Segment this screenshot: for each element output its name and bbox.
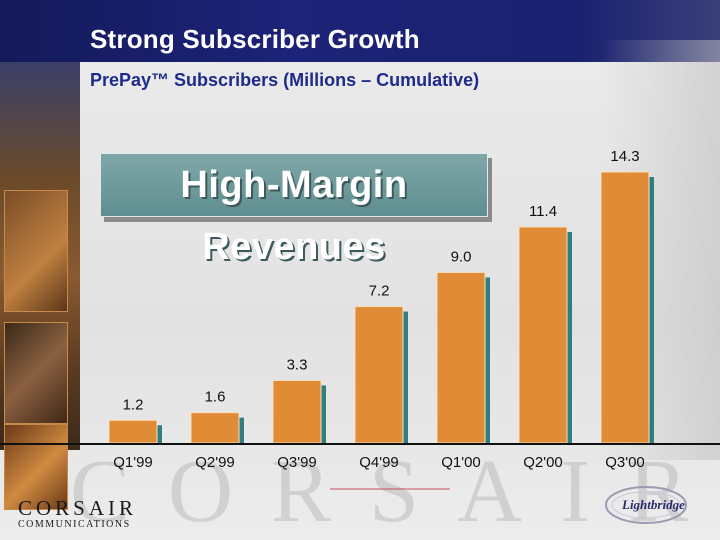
bar: [436, 271, 486, 444]
data-label: 3.3: [287, 356, 308, 373]
lightbridge-logo-text: Lightbridge: [622, 497, 685, 512]
high-margin-callout: High-Margin Revenues: [100, 153, 488, 268]
data-label: 9.0: [451, 248, 472, 265]
bar: [272, 379, 322, 444]
callout-text: High-Margin Revenues: [180, 164, 408, 268]
data-label: 11.4: [529, 203, 557, 220]
corsair-logo-sub: COMMUNICATIONS: [18, 519, 131, 530]
chart-subtitle: PrePay™ Subscribers (Millions – Cumulati…: [90, 70, 480, 90]
bar: [518, 226, 568, 444]
slide-title: Strong Subscriber Growth: [90, 24, 420, 54]
x-tick-label: Q1'99: [113, 454, 153, 471]
data-label: 1.6: [205, 389, 226, 406]
photo-phone-caller: [4, 424, 68, 510]
x-tick-label: Q3'00: [605, 454, 645, 471]
bar: [108, 419, 158, 444]
x-tick-label: Q2'00: [523, 454, 563, 471]
data-label: 1.2: [123, 396, 144, 413]
bar: [354, 306, 404, 444]
data-label: 14.3: [610, 148, 639, 165]
x-tick-label: Q1'00: [441, 454, 481, 471]
bar: [190, 412, 240, 444]
lightbridge-logo-icon: [605, 486, 687, 524]
watermark-logo: CORSAIR: [70, 442, 720, 540]
corsair-logo: CORSAIR COMMUNICATIONS: [18, 496, 137, 530]
x-axis-line: [0, 443, 720, 445]
x-tick-label: Q3'99: [277, 454, 317, 471]
watermark-line: [330, 488, 450, 490]
bar: [600, 171, 650, 444]
photo-laptop-user: [4, 190, 68, 312]
data-label: 7.2: [369, 283, 390, 300]
x-tick-label: Q4'99: [359, 454, 399, 471]
x-tick-label: Q2'99: [195, 454, 235, 471]
photo-phone-keypad: [4, 322, 68, 424]
left-photo-strip: [0, 62, 80, 510]
corsair-logo-main: CORSAIR: [18, 496, 138, 520]
